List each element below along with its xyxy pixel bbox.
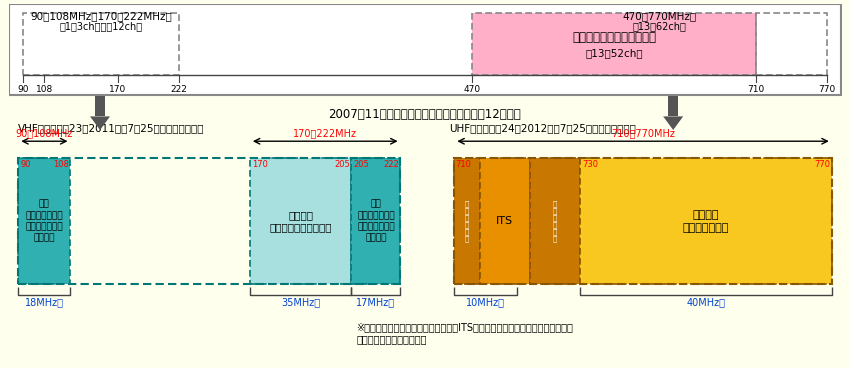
Text: 222: 222	[171, 85, 188, 94]
Text: 自営通信
（安全・安心の確保）: 自営通信 （安全・安心の確保）	[269, 210, 332, 233]
Text: 170～222MHz: 170～222MHz	[293, 128, 357, 138]
Text: 770: 770	[814, 160, 830, 169]
Text: 90: 90	[20, 160, 31, 169]
Text: ITS: ITS	[496, 216, 513, 226]
Text: 90: 90	[18, 85, 29, 94]
Bar	[455, 158, 479, 284]
Bar	[351, 158, 400, 284]
Text: （13～62ch）: （13～62ch）	[632, 21, 686, 31]
Bar	[23, 13, 179, 75]
Text: （1～3ch、４～12ch）: （1～3ch、４～12ch）	[60, 21, 143, 31]
Text: 18MHz幅: 18MHz幅	[25, 297, 64, 307]
Text: 222: 222	[383, 160, 400, 169]
Bar	[473, 13, 756, 75]
Text: 10MHz幅: 10MHz幅	[467, 297, 506, 307]
Polygon shape	[90, 116, 110, 130]
Bar	[756, 13, 827, 75]
Text: UHF帯　【平成24（2012）年7月25日から使用可能】: UHF帯 【平成24（2012）年7月25日から使用可能】	[450, 123, 637, 133]
Text: 108: 108	[54, 160, 70, 169]
Bar	[530, 158, 581, 284]
Text: VHF帯　【平成23（2011）年7月25日から使用可能】: VHF帯 【平成23（2011）年7月25日から使用可能】	[19, 123, 205, 133]
Polygon shape	[663, 116, 683, 130]
Bar	[668, 96, 678, 116]
Text: 40MHz幅: 40MHz幅	[687, 297, 725, 307]
Text: 放送
（移動体向けの
マルチメディア
放送等）: 放送 （移動体向けの マルチメディア 放送等）	[26, 199, 63, 243]
Text: 108: 108	[36, 85, 53, 94]
Text: 170: 170	[109, 85, 127, 94]
Text: 2007年11月　電波監理審議会より答申、同12月施行: 2007年11月 電波監理審議会より答申、同12月施行	[329, 108, 521, 121]
Bar	[250, 158, 351, 284]
Text: 710: 710	[747, 85, 764, 94]
Bar	[455, 158, 831, 284]
Text: 90～108MHz、170～222MHz帯: 90～108MHz、170～222MHz帯	[31, 11, 172, 21]
Text: 170: 170	[252, 160, 268, 169]
Text: 730: 730	[582, 160, 598, 169]
Text: 90～108MHz: 90～108MHz	[15, 128, 73, 138]
Bar	[479, 158, 530, 284]
Text: 35MHz幅: 35MHz幅	[281, 297, 320, 307]
Text: 770: 770	[819, 85, 836, 94]
Bar	[473, 13, 756, 75]
Text: 470～770MHz帯: 470～770MHz帯	[622, 11, 696, 21]
Text: 電気通信の帯域を確保: 電気通信の帯域を確保	[356, 334, 427, 344]
Text: 710～770MHz: 710～770MHz	[611, 128, 675, 138]
Bar	[19, 158, 400, 284]
Text: 710: 710	[456, 160, 471, 169]
Text: 17MHz幅: 17MHz幅	[356, 297, 395, 307]
Text: 470: 470	[464, 85, 481, 94]
Text: 放送
（移動体向けの
マルチメディア
放送等）: 放送 （移動体向けの マルチメディア 放送等）	[357, 199, 394, 243]
Text: （13～52ch）: （13～52ch）	[586, 49, 643, 59]
Text: デジタルテレビジョン放送: デジタルテレビジョン放送	[572, 31, 656, 44]
Text: ガ
ー
ド
バ
ン
ド: ガ ー ド バ ン ド	[465, 200, 469, 242]
Bar	[581, 158, 831, 284]
Bar	[95, 96, 105, 116]
Text: ※　ガードバンドを縮小できる場合、ITSを可能な限り低い周波数帯に配置して: ※ ガードバンドを縮小できる場合、ITSを可能な限り低い周波数帯に配置して	[356, 322, 573, 332]
Bar	[19, 158, 71, 284]
Text: ガ
ー
ド
バ
ン
ド: ガ ー ド バ ン ド	[552, 200, 557, 242]
Text: 205: 205	[354, 160, 369, 169]
Text: 205: 205	[335, 160, 350, 169]
Text: 電気通信
（携帯電話等）: 電気通信 （携帯電話等）	[683, 210, 729, 233]
